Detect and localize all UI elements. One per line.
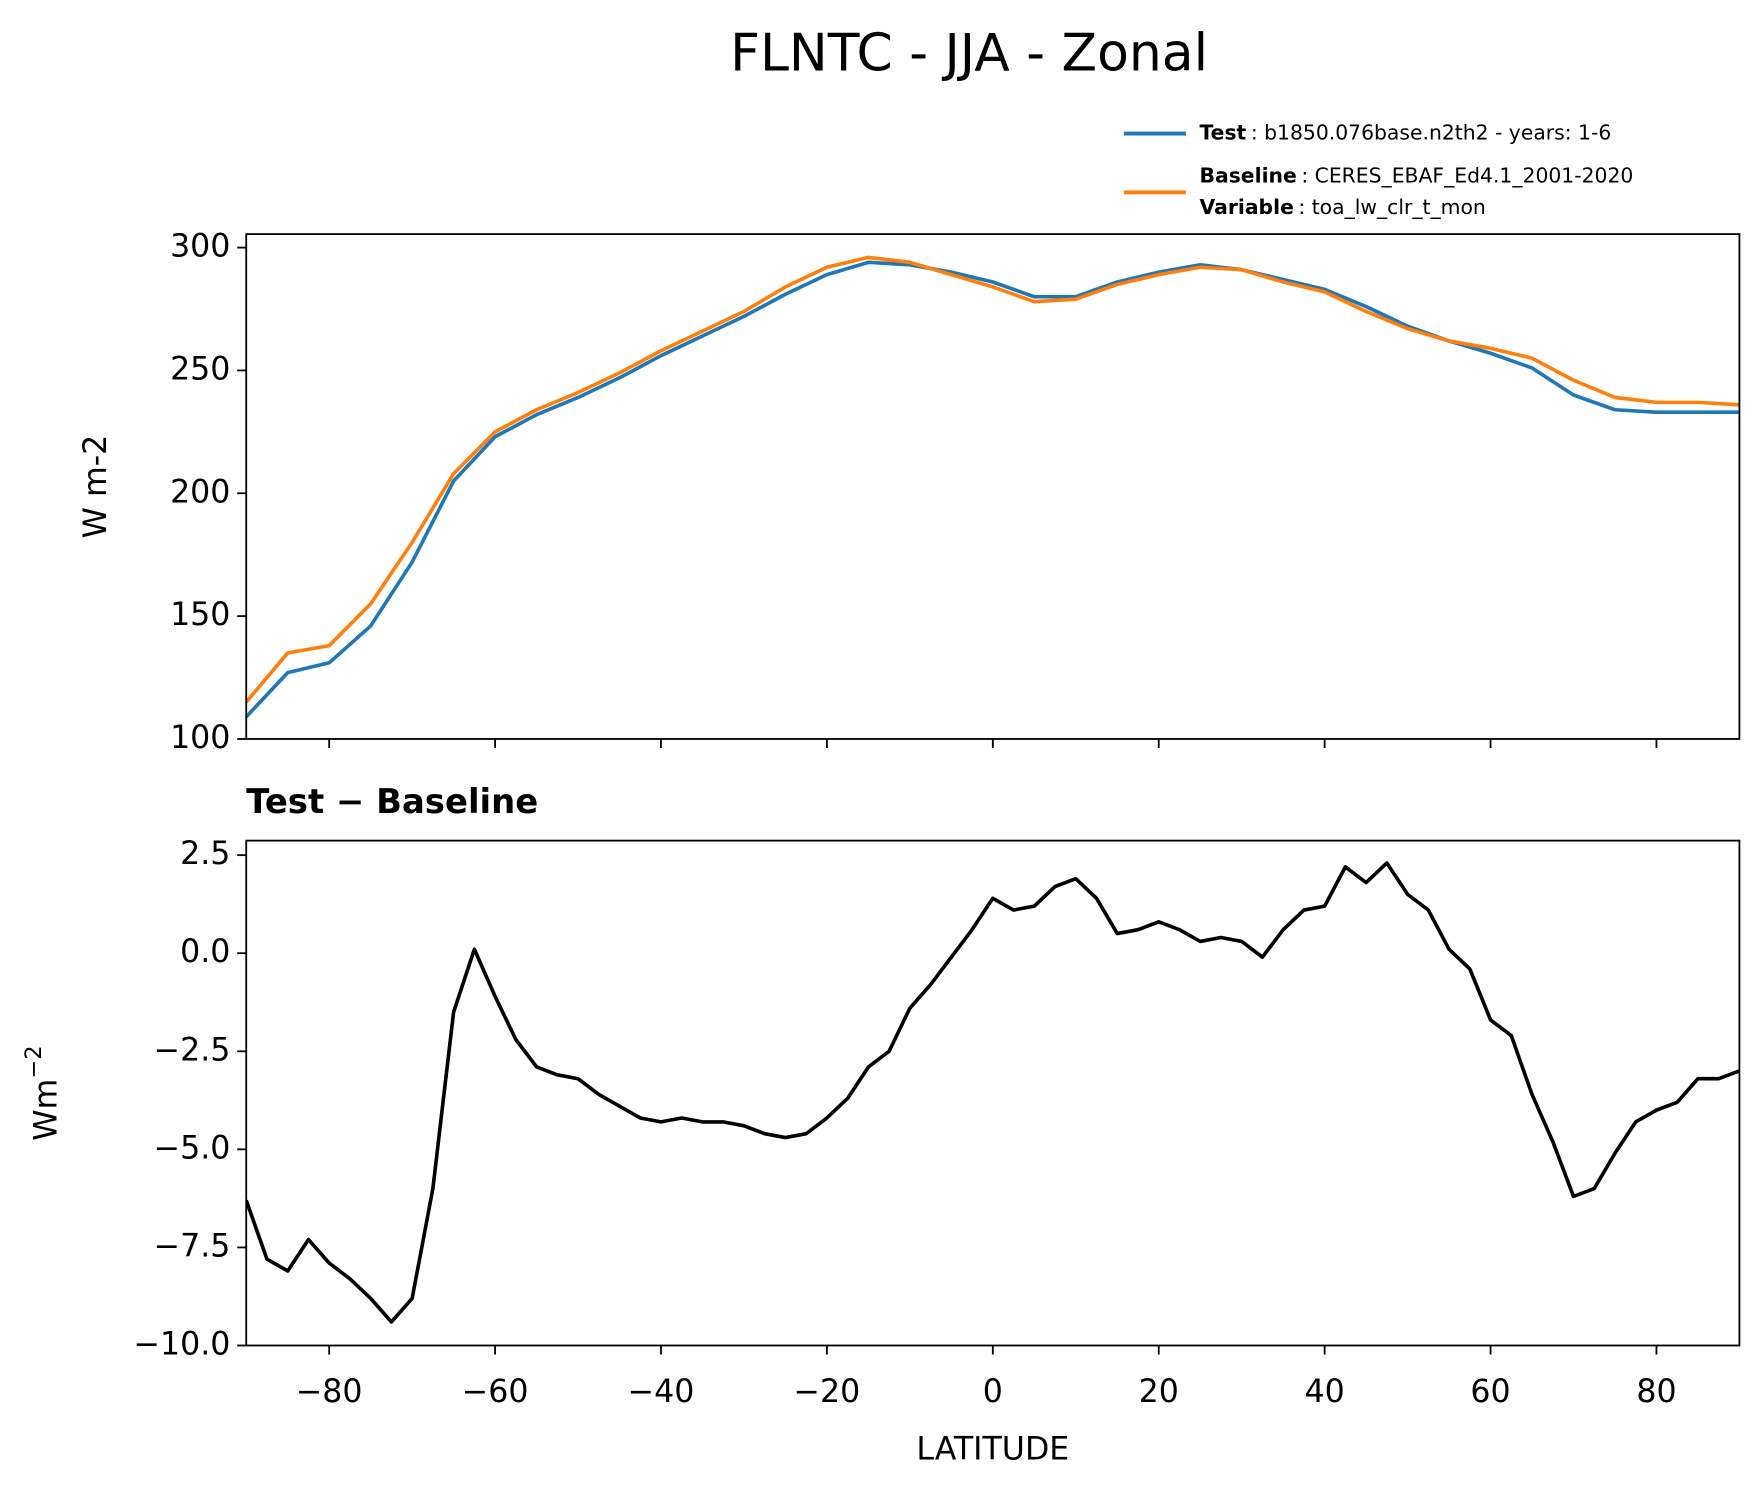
x-tick-label: 40 [1305, 1374, 1345, 1410]
y-tick-label: 250 [170, 351, 230, 387]
x-tick-label: 80 [1636, 1374, 1676, 1410]
y-axis-label-text: Wm [28, 1079, 64, 1141]
legend-description: : CERES_EBAF_Ed4.1_2001-2020 [1301, 163, 1633, 188]
legend-name: Test [1200, 121, 1247, 145]
legend-name: Baseline [1200, 163, 1297, 187]
series-line [246, 260, 1740, 719]
legend-description: : b1850.076base.n2th2 - years: 1-6 [1251, 121, 1611, 145]
x-tick-label: −40 [628, 1374, 695, 1410]
y-axis-label: W m-2 [78, 435, 114, 539]
x-tick-label: 60 [1470, 1374, 1510, 1410]
y-tick-label: −7.5 [154, 1228, 231, 1264]
legend-note: Variable: toa_lw_clr_t_mon [1200, 195, 1486, 220]
legend-label: Baseline: CERES_EBAF_Ed4.1_2001-2020 [1200, 163, 1634, 188]
figure-title: FLNTC - JJA - Zonal [730, 24, 1208, 84]
axes-frame [245, 233, 1741, 740]
y-tick-label: 100 [170, 720, 230, 756]
y-tick-label: 300 [170, 229, 230, 265]
x-tick-label: −20 [794, 1374, 861, 1410]
legend-note-name: Variable [1200, 195, 1294, 219]
series-line [246, 255, 1740, 704]
y-tick-label: −10.0 [134, 1326, 231, 1362]
y-axis-label-superscript: −2 [20, 1045, 46, 1078]
y-axis-label-text: W m-2 [78, 435, 114, 539]
y-tick-label: 200 [170, 474, 230, 510]
y-tick-label: −5.0 [154, 1130, 231, 1166]
axes-frame [245, 839, 1741, 1347]
legend-note-description: : toa_lw_clr_t_mon [1298, 195, 1485, 220]
y-axis-label: Wm−2 [20, 1045, 64, 1140]
legend-label: Test: b1850.076base.n2th2 - years: 1-6 [1200, 121, 1612, 145]
x-axis-label: LATITUDE [916, 1432, 1069, 1468]
x-tick-label: 0 [983, 1374, 1003, 1410]
y-tick-label: 150 [170, 597, 230, 633]
x-tick-label: −60 [462, 1374, 529, 1410]
x-tick-label: 20 [1139, 1374, 1179, 1410]
y-tick-label: −2.5 [154, 1032, 231, 1068]
y-tick-label: 2.5 [180, 836, 230, 872]
x-tick-label: −80 [296, 1374, 363, 1410]
axes-title: Test − Baseline [246, 782, 538, 821]
series-line [246, 861, 1740, 1324]
y-tick-label: 0.0 [180, 934, 230, 970]
